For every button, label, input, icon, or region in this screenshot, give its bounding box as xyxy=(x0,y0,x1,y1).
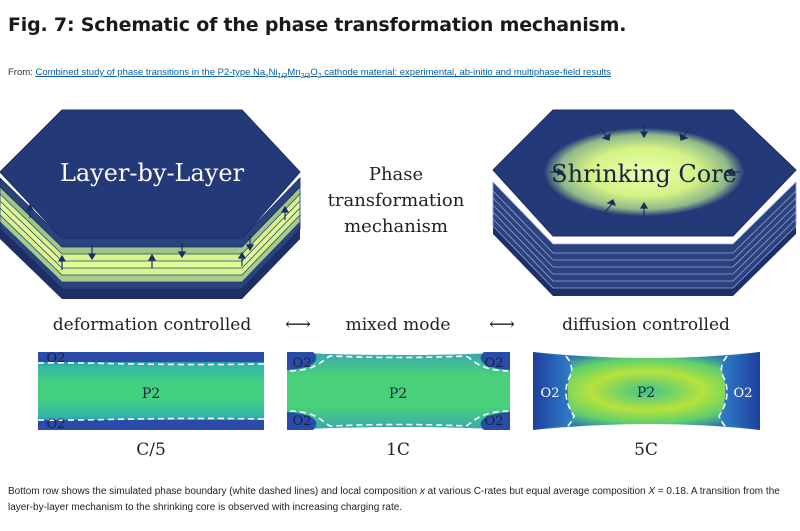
mode-label-diffusion: diffusion controlled xyxy=(562,315,730,335)
sim-5c-p2: P2 xyxy=(637,385,655,401)
sim-1c-p2: P2 xyxy=(389,386,407,402)
sim-1c-rate: 1C xyxy=(386,440,410,460)
sim-5c-o2-right: O2 xyxy=(734,386,753,401)
figure-title-text: Schematic of the phase transformation me… xyxy=(80,14,627,36)
figure-image: Layer-by-Layer Phase transformation mech… xyxy=(0,95,800,475)
source-article-link[interactable]: Combined study of phase transitions in t… xyxy=(35,67,611,80)
center-label-line-2: transformation xyxy=(328,190,465,211)
simulation-1c: O2 O2 O2 O2 P2 1C xyxy=(287,352,510,460)
sim-1c-o2-bottom-left: O2 xyxy=(293,414,312,429)
source-prefix: From: xyxy=(8,67,33,78)
figure-caption: Bottom row shows the simulated phase bou… xyxy=(8,486,780,513)
source-line: From: Combined study of phase transition… xyxy=(8,67,611,80)
center-label-line-3: mechanism xyxy=(344,216,448,237)
figure-label: Fig. 7: xyxy=(8,14,75,36)
sim-1c-o2-bottom-right: O2 xyxy=(485,414,504,429)
shrinking-core-label: Shrinking Core xyxy=(551,160,737,188)
mode-arrow-left: ⟷ xyxy=(285,314,311,335)
sim-1c-o2-top-right: O2 xyxy=(485,356,504,371)
layer-by-layer-label: Layer-by-Layer xyxy=(60,159,245,187)
sim-c5-p2: P2 xyxy=(142,386,160,402)
sim-5c-rate: 5C xyxy=(634,440,658,460)
phase-mechanism-label: Phase transformation mechanism xyxy=(328,164,465,237)
layer-by-layer-schematic: Layer-by-Layer xyxy=(0,109,301,299)
shrinking-core-schematic: Shrinking Core xyxy=(492,109,797,296)
sim-c5-rate: C/5 xyxy=(136,440,166,460)
simulation-5c: O2 O2 P2 5C xyxy=(533,352,760,460)
mode-labels-row: deformation controlled ⟷ mixed mode ⟷ di… xyxy=(53,314,730,335)
mode-label-deformation: deformation controlled xyxy=(53,315,252,335)
mode-label-mixed: mixed mode xyxy=(346,315,451,335)
center-label-line-1: Phase xyxy=(369,164,423,185)
sim-c5-o2-top: O2 xyxy=(47,351,66,366)
sim-5c-o2-left: O2 xyxy=(541,386,560,401)
simulation-c5: O2 O2 P2 C/5 xyxy=(37,351,265,460)
figure-title: Fig. 7: Schematic of the phase transform… xyxy=(8,14,626,36)
sim-1c-o2-top-left: O2 xyxy=(293,356,312,371)
mode-arrow-right: ⟷ xyxy=(489,314,515,335)
sim-c5-o2-bottom: O2 xyxy=(47,417,66,432)
